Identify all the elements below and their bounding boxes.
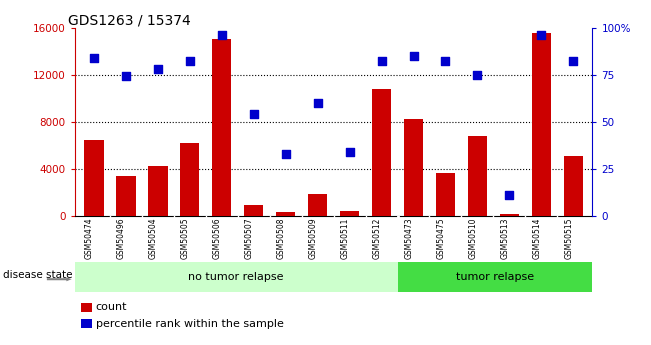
Bar	[564, 156, 583, 216]
Text: count: count	[96, 303, 127, 312]
Bar	[85, 140, 104, 216]
Bar	[75, 262, 398, 292]
Point	[376, 59, 387, 64]
Bar	[436, 173, 455, 216]
Bar	[468, 136, 487, 216]
Point	[344, 149, 355, 155]
Text: GSM50514: GSM50514	[533, 217, 541, 259]
Text: GSM50507: GSM50507	[245, 217, 254, 259]
Point	[440, 59, 450, 64]
Point	[121, 74, 132, 79]
Point	[185, 59, 195, 64]
Text: GSM50510: GSM50510	[469, 217, 477, 259]
Point	[472, 72, 482, 77]
Bar	[340, 211, 359, 216]
Bar	[180, 143, 199, 216]
Text: GSM50513: GSM50513	[501, 217, 509, 259]
Text: percentile rank within the sample: percentile rank within the sample	[96, 319, 284, 328]
Point	[536, 32, 546, 38]
Bar	[244, 205, 264, 216]
Point	[281, 151, 291, 156]
Text: GSM50474: GSM50474	[85, 217, 94, 259]
Text: GSM50509: GSM50509	[309, 217, 318, 259]
Text: tumor relapse: tumor relapse	[456, 272, 534, 282]
Text: GSM50475: GSM50475	[436, 217, 445, 259]
Text: GSM50504: GSM50504	[149, 217, 158, 259]
Text: GSM50506: GSM50506	[213, 217, 222, 259]
Text: GDS1263 / 15374: GDS1263 / 15374	[68, 14, 191, 28]
Bar	[117, 176, 135, 216]
Text: GSM50505: GSM50505	[181, 217, 190, 259]
Text: GSM50512: GSM50512	[372, 217, 381, 259]
Text: GSM50473: GSM50473	[404, 217, 413, 259]
Bar	[212, 39, 231, 216]
Point	[89, 55, 99, 60]
Text: GSM50508: GSM50508	[277, 217, 286, 259]
Text: GSM50511: GSM50511	[340, 217, 350, 259]
Bar	[308, 195, 327, 216]
Point	[568, 59, 579, 64]
Point	[153, 66, 163, 72]
Point	[504, 192, 514, 198]
Point	[408, 53, 419, 59]
Bar	[276, 212, 296, 216]
Bar	[404, 119, 423, 216]
Bar	[372, 89, 391, 216]
Point	[312, 100, 323, 106]
Bar	[500, 215, 519, 216]
Bar	[148, 166, 167, 216]
Point	[217, 32, 227, 38]
Bar	[398, 262, 592, 292]
Text: disease state: disease state	[3, 270, 73, 280]
Text: GSM50515: GSM50515	[564, 217, 574, 259]
Text: no tumor relapse: no tumor relapse	[188, 272, 284, 282]
Bar	[532, 33, 551, 216]
Text: GSM50496: GSM50496	[117, 217, 126, 259]
Point	[249, 111, 259, 117]
